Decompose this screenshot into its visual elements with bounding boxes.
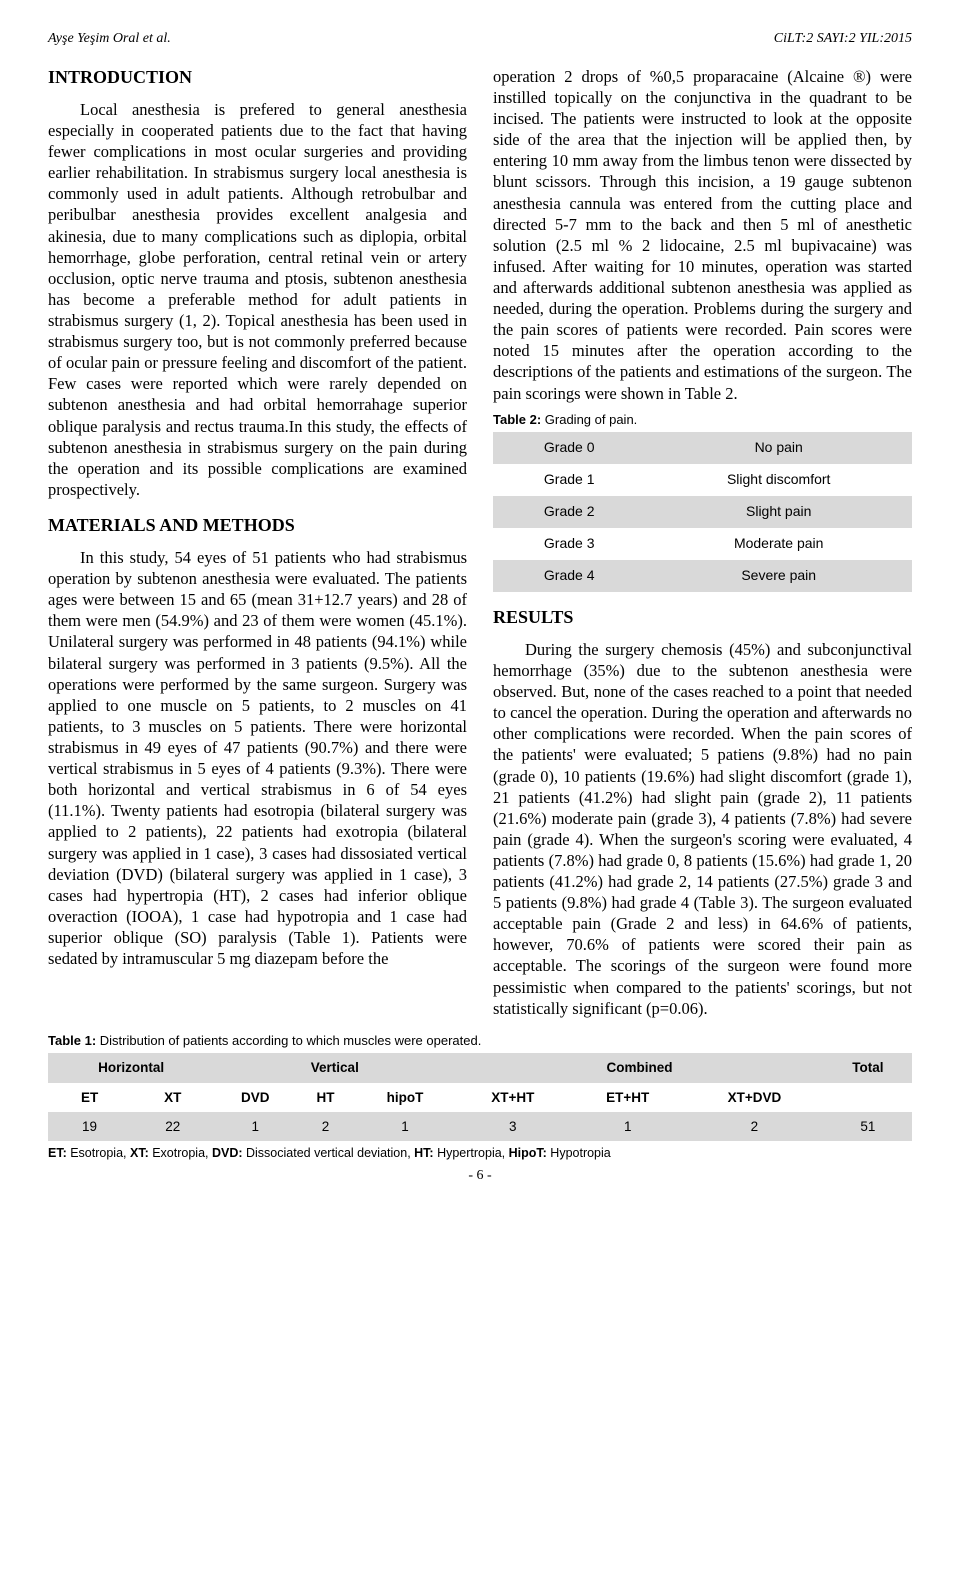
- table-row: Grade 1Slight discomfort: [493, 464, 912, 496]
- pain-desc-cell: Severe pain: [645, 560, 912, 592]
- pain-desc-cell: Slight pain: [645, 496, 912, 528]
- left-column: INTRODUCTION Local anesthesia is prefere…: [48, 66, 467, 1019]
- table1-caption-text: Distribution of patients according to wh…: [96, 1033, 481, 1048]
- footer-expansion: Esotropia,: [67, 1146, 130, 1160]
- table2-caption: Table 2: Grading of pain.: [493, 412, 912, 429]
- header-issue: CiLT:2 SAYI:2 YIL:2015: [774, 30, 912, 48]
- table1-value-cell: 1: [570, 1112, 685, 1141]
- footer-abbrev: DVD:: [212, 1146, 243, 1160]
- pain-desc-cell: No pain: [645, 432, 912, 464]
- table1-section: Table 1: Distribution of patients accord…: [48, 1033, 912, 1161]
- table-row: Grade 2Slight pain: [493, 496, 912, 528]
- two-column-layout: INTRODUCTION Local anesthesia is prefere…: [48, 66, 912, 1019]
- table1-value-cell: 22: [131, 1112, 214, 1141]
- methods-paragraph: In this study, 54 eyes of 51 patients wh…: [48, 547, 467, 969]
- pain-grade-cell: Grade 4: [493, 560, 645, 592]
- table1-value-cell: 2: [685, 1112, 824, 1141]
- table1-subheader-cell: XT: [131, 1083, 214, 1112]
- table1-subheader-cell: DVD: [214, 1083, 296, 1112]
- results-paragraph: During the surgery chemosis (45%) and su…: [493, 639, 912, 1019]
- page-number: - 6 -: [48, 1167, 912, 1185]
- table1-caption-label: Table 1:: [48, 1033, 96, 1048]
- table-row: Grade 0No pain: [493, 432, 912, 464]
- pain-grade-cell: Grade 1: [493, 464, 645, 496]
- table2-pain-grading: Grade 0No painGrade 1Slight discomfortGr…: [493, 432, 912, 592]
- methods-heading: MATERIALS AND METHODS: [48, 514, 467, 537]
- table1-subheader-cell: ET: [48, 1083, 131, 1112]
- header-author: Ayşe Yeşim Oral et al.: [48, 30, 171, 48]
- table-row: Grade 4Severe pain: [493, 560, 912, 592]
- right-column: operation 2 drops of %0,5 proparacaine (…: [493, 66, 912, 1019]
- pain-desc-cell: Moderate pain: [645, 528, 912, 560]
- results-heading: RESULTS: [493, 606, 912, 629]
- table1-subheader-blank: [824, 1083, 912, 1112]
- footer-expansion: Hypertropia,: [434, 1146, 509, 1160]
- table1-value-cell: 1: [214, 1112, 296, 1141]
- table1-footer-legend: ET: Esotropia, XT: Exotropia, DVD: Disso…: [48, 1145, 912, 1161]
- table1-subheader-cell: XT+DVD: [685, 1083, 824, 1112]
- table1-subheader-cell: HT: [296, 1083, 354, 1112]
- footer-abbrev: XT:: [130, 1146, 149, 1160]
- table1-subheader-row: ETXTDVDHThipoTXT+HTET+HTXT+DVD: [48, 1083, 912, 1112]
- introduction-paragraph: Local anesthesia is prefered to general …: [48, 99, 467, 500]
- table1-value-cell: 2: [296, 1112, 354, 1141]
- introduction-heading: INTRODUCTION: [48, 66, 467, 89]
- table2-caption-text: Grading of pain.: [541, 412, 637, 427]
- right-continuation-paragraph: operation 2 drops of %0,5 proparacaine (…: [493, 66, 912, 404]
- pain-desc-cell: Slight discomfort: [645, 464, 912, 496]
- pain-grade-cell: Grade 3: [493, 528, 645, 560]
- table1-value-cell: 1: [355, 1112, 456, 1141]
- table1-group-horizontal: Horizontal: [48, 1053, 214, 1082]
- table1-value-cell: 3: [455, 1112, 570, 1141]
- table1-subheader-cell: hipoT: [355, 1083, 456, 1112]
- footer-abbrev: ET:: [48, 1146, 67, 1160]
- footer-expansion: Hypotropia: [547, 1146, 611, 1160]
- table1-subheader-cell: XT+HT: [455, 1083, 570, 1112]
- footer-abbrev: HipoT:: [509, 1146, 547, 1160]
- footer-expansion: Exotropia,: [149, 1146, 212, 1160]
- pain-grade-cell: Grade 2: [493, 496, 645, 528]
- table1-group-vertical: Vertical: [214, 1053, 455, 1082]
- table-row: Grade 3Moderate pain: [493, 528, 912, 560]
- table1-subheader-cell: ET+HT: [570, 1083, 685, 1112]
- table1-value-cell: 51: [824, 1112, 912, 1141]
- footer-abbrev: HT:: [414, 1146, 433, 1160]
- table1-group-combined: Combined: [455, 1053, 823, 1082]
- running-header: Ayşe Yeşim Oral et al. CiLT:2 SAYI:2 YIL…: [48, 30, 912, 48]
- table1-value-cell: 19: [48, 1112, 131, 1141]
- table1-muscle-distribution: Horizontal Vertical Combined Total ETXTD…: [48, 1053, 912, 1141]
- footer-expansion: Dissociated vertical deviation,: [243, 1146, 415, 1160]
- table1-group-row: Horizontal Vertical Combined Total: [48, 1053, 912, 1082]
- table1-group-total: Total: [824, 1053, 912, 1082]
- table1-values-row: 192212131251: [48, 1112, 912, 1141]
- table1-caption: Table 1: Distribution of patients accord…: [48, 1033, 912, 1050]
- table2-caption-label: Table 2:: [493, 412, 541, 427]
- pain-grade-cell: Grade 0: [493, 432, 645, 464]
